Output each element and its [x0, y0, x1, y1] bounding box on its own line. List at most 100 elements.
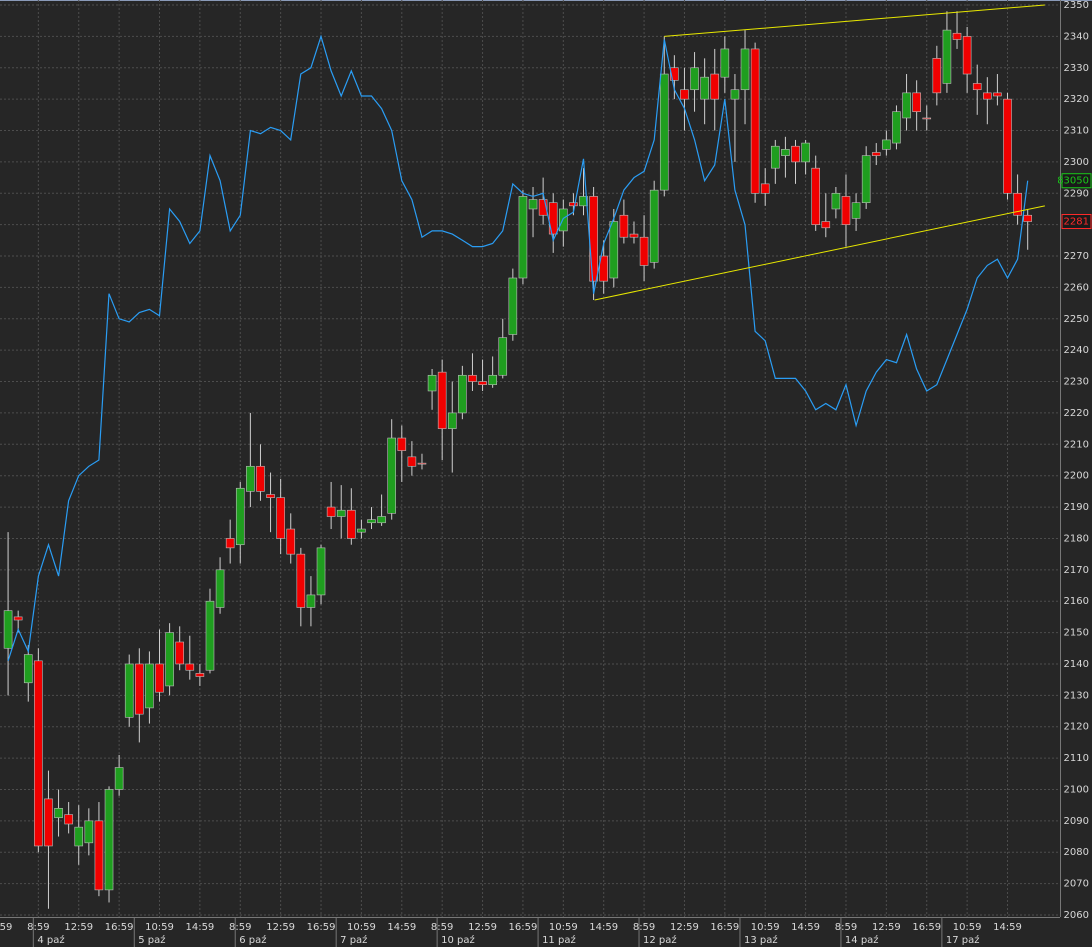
candle-body [215, 569, 225, 608]
date-label: 12 paź [643, 934, 677, 946]
candle-body [135, 663, 144, 715]
candle-body [730, 89, 740, 100]
y-tick-label: 2100 [1064, 784, 1089, 795]
date-label: 14 paź [845, 934, 879, 946]
candle-body [13, 616, 23, 621]
candle-body [771, 145, 780, 169]
candle-body [942, 29, 952, 84]
y-tick-label: 2140 [1064, 659, 1089, 670]
y-tick-label: 2060 [1064, 910, 1089, 921]
date-label: 5 paź [138, 934, 165, 946]
candle-body [548, 202, 558, 235]
candle-body [690, 67, 699, 91]
y-tick-label: 2230 [1064, 377, 1089, 388]
candle-body [781, 149, 790, 156]
candle-body [619, 214, 629, 238]
candle-body [458, 374, 467, 414]
x-tick-label: 12:59 [872, 922, 901, 933]
y-tick-label: 2220 [1064, 408, 1089, 419]
y-tick-label: 2240 [1064, 345, 1089, 356]
x-tick-label: 12:59 [670, 922, 699, 933]
x-tick-label: 16:59 [912, 922, 941, 933]
candle-body [124, 663, 134, 718]
date-label: 4 paź [37, 934, 64, 946]
candle-body [983, 92, 992, 100]
y-tick-label: 2120 [1064, 722, 1089, 733]
candle-body [720, 48, 730, 78]
candle-body [518, 196, 528, 279]
x-tick-label: 12:59 [266, 922, 295, 933]
candle-body [165, 632, 174, 687]
candle-body [851, 202, 861, 219]
x-tick-label: 10:59 [145, 922, 174, 933]
candle-body [246, 465, 255, 492]
candle-body [195, 673, 205, 677]
candle-body [155, 663, 164, 693]
x-tick-label: 14:59 [993, 922, 1022, 933]
candle-body [23, 654, 33, 684]
date-label: 10 paź [441, 934, 475, 946]
y-tick-label: 2090 [1064, 816, 1089, 827]
y-tick-label: 2070 [1064, 879, 1089, 890]
candle-body [559, 208, 568, 232]
y-tick-label: 2310 [1064, 126, 1089, 137]
candle-body [84, 820, 94, 844]
candle-body [670, 67, 679, 81]
candle-body [861, 155, 871, 203]
candle-body [175, 641, 184, 665]
candle-body [993, 92, 1002, 97]
candle-body [437, 371, 447, 429]
candle-body [397, 437, 407, 451]
x-tick-label: 16:59 [307, 922, 336, 933]
candle-body [962, 36, 972, 75]
y-tick-label: 2200 [1064, 471, 1089, 482]
candle-body [639, 236, 649, 266]
x-tick-label: 16:59 [509, 922, 538, 933]
x-tick-label: 14:59 [791, 922, 820, 933]
candle-body [791, 145, 800, 163]
x-tick-label: 14:59 [589, 922, 618, 933]
candle-body [700, 76, 709, 100]
y-tick-label: 2210 [1064, 439, 1089, 450]
line-series [7, 34, 1029, 661]
x-tick-label: 8:59 [633, 922, 655, 933]
x-tick-label: 14:59 [185, 922, 214, 933]
plot-area [3, 4, 1045, 909]
candle-body [478, 381, 487, 385]
date-label: 13 paź [744, 934, 778, 946]
candle-body [841, 196, 851, 225]
x-tick-label: 16:59 [710, 922, 739, 933]
candle-body [276, 497, 285, 539]
y-tick-label: 2350 [1064, 0, 1089, 11]
candle-body [821, 221, 831, 229]
candle-body [387, 437, 396, 514]
candle-body [336, 509, 346, 517]
candle-body [34, 660, 43, 847]
price-label: 2281 [1064, 217, 1089, 228]
candle-body [1013, 192, 1022, 216]
x-tick-label: 12:59 [64, 922, 93, 933]
candle-body [256, 465, 265, 492]
x-tick-label: 14:59 [387, 922, 416, 933]
y-tick-label: 2320 [1064, 94, 1089, 105]
candle-body [579, 196, 588, 207]
candle-body [710, 73, 720, 100]
candle-body [589, 196, 598, 282]
candle-body [902, 92, 911, 119]
candle-body [569, 202, 578, 207]
trendline [594, 205, 1045, 301]
x-tick-label: 8:59 [431, 922, 453, 933]
candle-body [235, 487, 245, 546]
candle-body [801, 142, 810, 163]
price-label-box [1061, 173, 1092, 189]
candle-body [64, 814, 73, 825]
y-tick-label: 2300 [1064, 157, 1089, 168]
y-tick-label: 2110 [1064, 753, 1089, 764]
candle-body [367, 519, 376, 524]
candle-body [266, 494, 275, 498]
candle-body [205, 600, 215, 671]
x-tick-label: 10:59 [549, 922, 578, 933]
y-tick-label: 2170 [1064, 565, 1089, 576]
candle-body [306, 594, 316, 608]
